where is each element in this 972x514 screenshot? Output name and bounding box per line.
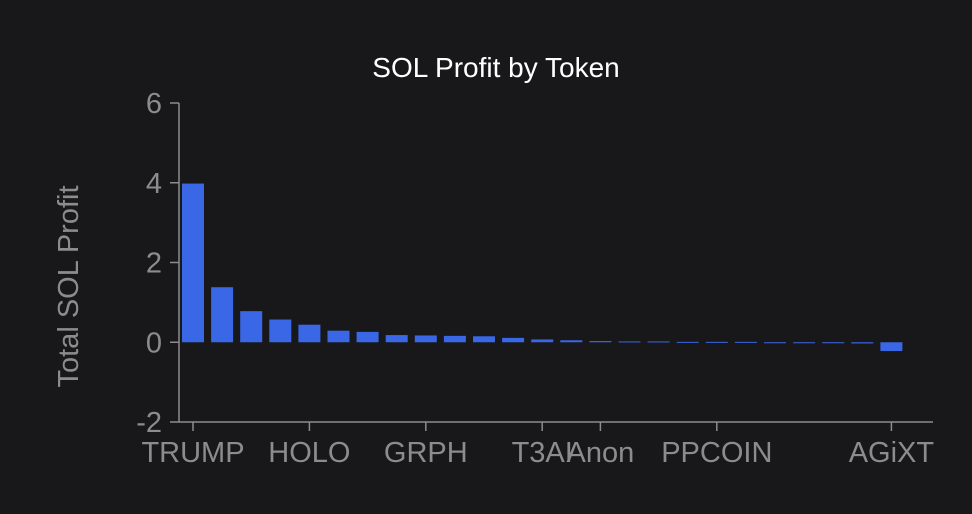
bar	[764, 342, 786, 344]
bar	[880, 342, 903, 352]
y-axis-title: Total SOL Profit	[53, 185, 85, 387]
bar	[676, 341, 699, 343]
x-tick-label: PPCOIN	[661, 437, 772, 469]
x-tick-label: TRUMP	[141, 437, 244, 469]
bar	[473, 336, 495, 343]
bar	[705, 341, 728, 343]
bar	[327, 330, 350, 343]
y-tick-label: 0	[146, 327, 162, 359]
x-tick-label: AGiXT	[849, 437, 935, 469]
bar	[734, 341, 757, 343]
bar	[269, 319, 292, 343]
x-tick-label: GRPH	[384, 437, 468, 469]
bar	[385, 335, 408, 343]
bar	[589, 341, 612, 343]
bar	[618, 341, 641, 343]
chart-title: SOL Profit by Token	[372, 52, 620, 83]
bar	[647, 341, 670, 343]
y-tick-label: 4	[146, 168, 162, 200]
bar	[211, 287, 234, 343]
bar	[793, 342, 816, 344]
bar	[298, 324, 321, 343]
y-tick-label: 6	[146, 88, 162, 120]
bar	[531, 339, 554, 343]
bar	[443, 335, 466, 343]
bar	[822, 342, 845, 344]
bar	[356, 331, 379, 343]
y-tick-label: -2	[136, 407, 162, 439]
x-tick-label: HOLO	[268, 437, 350, 469]
bar	[240, 311, 263, 343]
bar	[414, 335, 437, 343]
y-tick-label: 2	[146, 248, 162, 280]
x-tick-label: Anon	[567, 437, 635, 469]
x-tick-label: T3AI	[512, 437, 573, 469]
bar	[502, 337, 525, 343]
bar	[182, 183, 204, 343]
bar	[560, 340, 583, 343]
bar	[851, 342, 874, 344]
